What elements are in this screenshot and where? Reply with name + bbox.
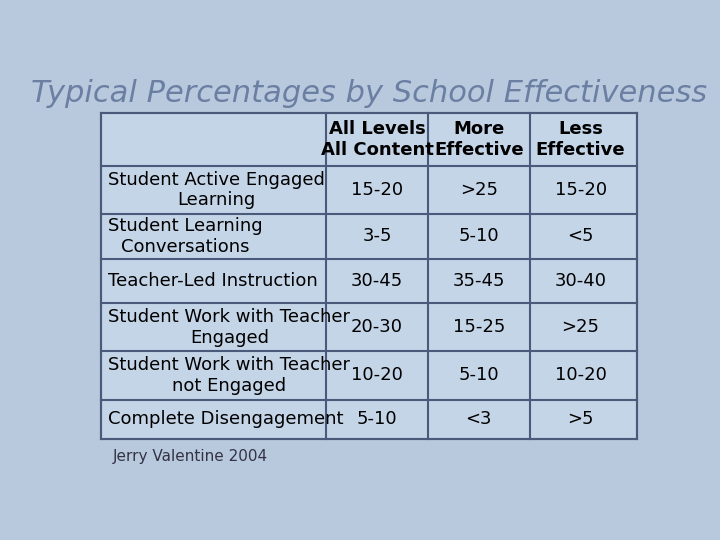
Text: <5: <5	[567, 227, 594, 245]
Text: Typical Percentages by School Effectiveness: Typical Percentages by School Effectiven…	[31, 79, 707, 109]
Text: >5: >5	[567, 410, 594, 428]
Text: Less
Effective: Less Effective	[536, 120, 626, 159]
Text: 30-40: 30-40	[554, 272, 606, 290]
Text: 35-45: 35-45	[453, 272, 505, 290]
Text: Complete Disengagement: Complete Disengagement	[109, 410, 344, 428]
Text: Jerry Valentine 2004: Jerry Valentine 2004	[112, 449, 267, 464]
Text: Student Work with Teacher
not Engaged: Student Work with Teacher not Engaged	[109, 356, 351, 395]
Text: 15-20: 15-20	[554, 181, 607, 199]
Text: 20-30: 20-30	[351, 319, 403, 336]
Text: Student Work with Teacher
Engaged: Student Work with Teacher Engaged	[109, 308, 351, 347]
Text: All Levels
All Content: All Levels All Content	[320, 120, 433, 159]
Text: 15-25: 15-25	[453, 319, 505, 336]
Text: Teacher-Led Instruction: Teacher-Led Instruction	[109, 272, 318, 290]
Text: 5-10: 5-10	[356, 410, 397, 428]
Text: More
Effective: More Effective	[434, 120, 523, 159]
Text: >25: >25	[460, 181, 498, 199]
Text: 10-20: 10-20	[554, 367, 606, 384]
Text: 10-20: 10-20	[351, 367, 403, 384]
Text: 5-10: 5-10	[459, 367, 499, 384]
Text: <3: <3	[466, 410, 492, 428]
Bar	[101, 113, 636, 439]
Text: 3-5: 3-5	[362, 227, 392, 245]
Text: >25: >25	[562, 319, 600, 336]
Text: Student Active Engaged
Learning: Student Active Engaged Learning	[109, 171, 325, 210]
Text: 30-45: 30-45	[351, 272, 403, 290]
Text: 15-20: 15-20	[351, 181, 403, 199]
Text: Student Learning
Conversations: Student Learning Conversations	[109, 217, 263, 256]
Text: 5-10: 5-10	[459, 227, 499, 245]
